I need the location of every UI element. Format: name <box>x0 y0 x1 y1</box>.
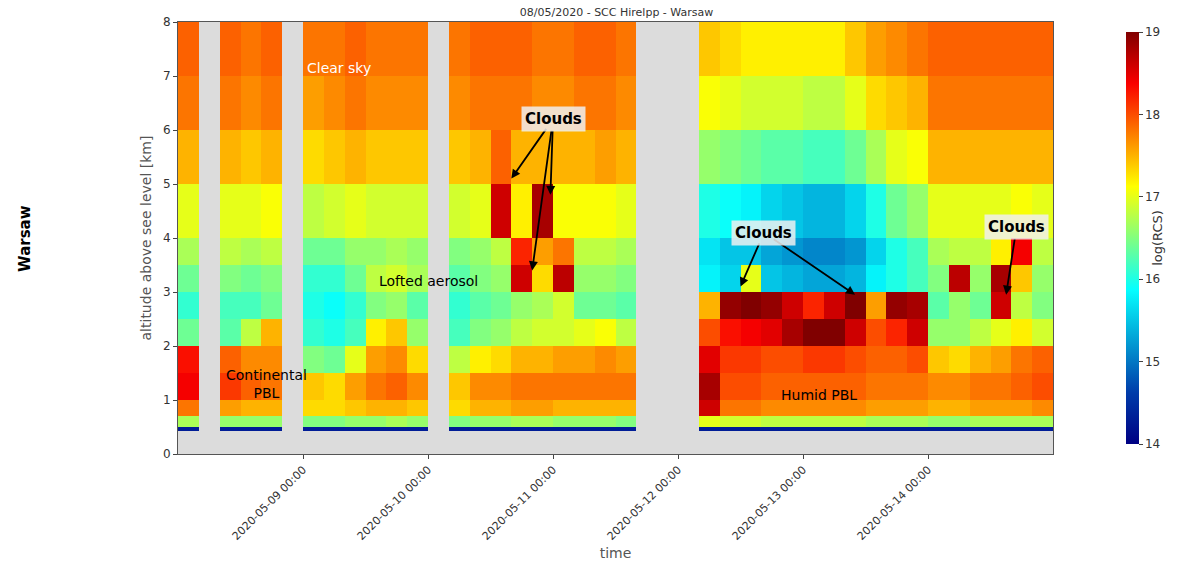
svg-text:Clear sky: Clear sky <box>307 60 371 76</box>
svg-text:Lofted aerosol: Lofted aerosol <box>379 273 478 289</box>
svg-text:4: 4 <box>163 231 171 245</box>
svg-text:2020-05-13 00:00: 2020-05-13 00:00 <box>730 464 809 543</box>
svg-text:Humid PBL: Humid PBL <box>781 387 857 403</box>
svg-text:8: 8 <box>163 15 171 29</box>
svg-text:ContinentalPBL: ContinentalPBL <box>226 367 307 401</box>
svg-text:0: 0 <box>163 447 171 461</box>
svg-text:2020-05-10 00:00: 2020-05-10 00:00 <box>355 464 434 543</box>
svg-text:5: 5 <box>163 177 171 191</box>
svg-text:14: 14 <box>1145 437 1160 451</box>
svg-text:17: 17 <box>1145 190 1160 204</box>
svg-text:7: 7 <box>163 69 171 83</box>
svg-text:time: time <box>600 545 632 561</box>
svg-text:altitude above see level [km]: altitude above see level [km] <box>138 136 154 341</box>
svg-text:16: 16 <box>1145 272 1160 286</box>
svg-text:log(RCS): log(RCS) <box>1150 210 1165 266</box>
svg-text:Clouds: Clouds <box>988 218 1045 236</box>
svg-text:Clouds: Clouds <box>525 110 582 128</box>
svg-text:2020-05-14 00:00: 2020-05-14 00:00 <box>855 464 934 543</box>
svg-text:15: 15 <box>1145 355 1160 369</box>
svg-text:08/05/2020 - SCC Hirelpp - War: 08/05/2020 - SCC Hirelpp - Warsaw <box>520 6 713 19</box>
svg-text:Warsaw: Warsaw <box>16 205 34 272</box>
svg-text:1: 1 <box>163 393 171 407</box>
svg-text:18: 18 <box>1145 108 1160 122</box>
svg-text:2: 2 <box>163 339 171 353</box>
svg-text:Clouds: Clouds <box>735 224 792 242</box>
svg-text:6: 6 <box>163 123 171 137</box>
svg-text:19: 19 <box>1145 25 1160 39</box>
svg-text:2020-05-12 00:00: 2020-05-12 00:00 <box>605 464 684 543</box>
svg-text:2020-05-09 00:00: 2020-05-09 00:00 <box>230 464 309 543</box>
svg-text:2020-05-11 00:00: 2020-05-11 00:00 <box>480 464 559 543</box>
svg-text:3: 3 <box>163 285 171 299</box>
